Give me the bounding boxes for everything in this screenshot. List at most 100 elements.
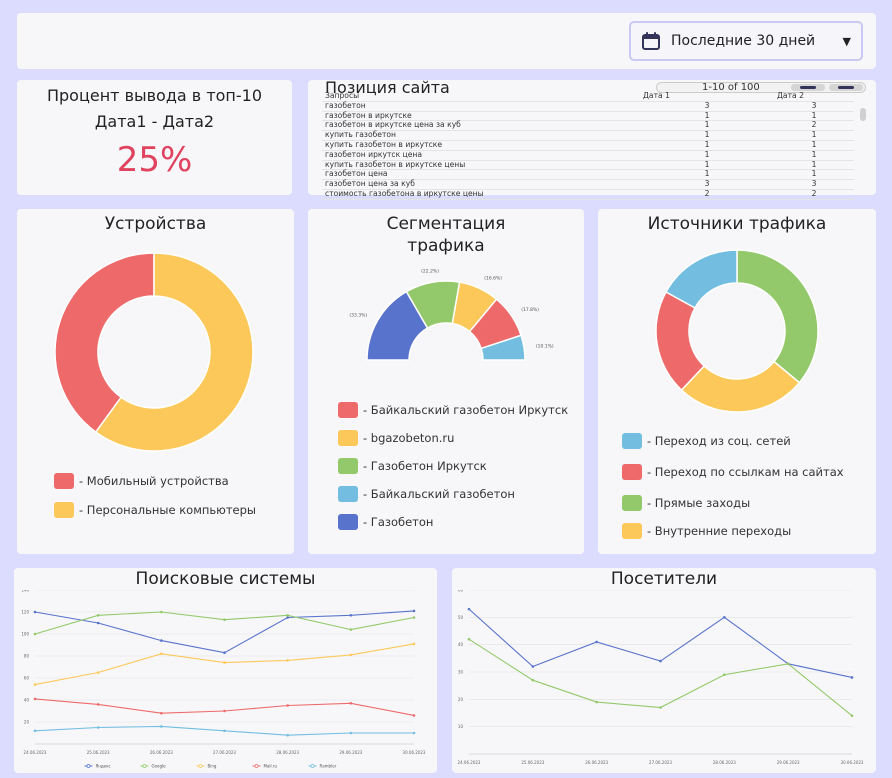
devices-slice[interactable] <box>94 252 254 452</box>
date-range-dropdown[interactable]: Последние 30 дней ▼ <box>629 21 863 61</box>
data-point[interactable] <box>412 642 416 646</box>
position-cell: 1 <box>774 170 854 181</box>
legend-label[interactable]: Яндекс <box>96 764 111 769</box>
data-point[interactable] <box>659 659 662 663</box>
data-point[interactable] <box>96 671 100 674</box>
data-point[interactable] <box>786 662 790 666</box>
data-point[interactable] <box>349 702 353 705</box>
data-point[interactable] <box>96 621 100 625</box>
position-cell: 1 <box>774 130 854 141</box>
prev-page-button[interactable] <box>791 84 825 91</box>
query-cell: газобетон <box>322 101 640 112</box>
data-point[interactable] <box>412 616 416 619</box>
x-tick-label: 30.06.2023 <box>841 760 864 765</box>
data-point[interactable] <box>412 731 416 735</box>
segment-slice[interactable] <box>480 334 526 361</box>
x-tick-label: 28.06.2023 <box>276 750 299 755</box>
table-scrollbar[interactable] <box>860 108 866 121</box>
legend-baikal-irkutsk: - Байкальский газобетон Иркутск <box>338 402 568 418</box>
series-line[interactable] <box>468 638 853 717</box>
data-point[interactable] <box>96 703 100 706</box>
table-row: газобетон иркутск цена 1 1 <box>322 150 854 161</box>
devices-slice[interactable] <box>54 252 155 434</box>
data-point[interactable] <box>595 640 598 644</box>
legend-label[interactable]: Rambler <box>320 764 337 769</box>
data-point[interactable] <box>96 614 100 617</box>
data-point[interactable] <box>286 616 289 619</box>
legend-label[interactable]: Bing <box>208 764 217 769</box>
position-cell: 1 <box>640 160 774 171</box>
data-point[interactable] <box>223 661 226 664</box>
series-line[interactable] <box>468 608 853 679</box>
data-point[interactable] <box>595 700 598 704</box>
data-point[interactable] <box>349 731 353 735</box>
data-point[interactable] <box>412 609 416 613</box>
data-point[interactable] <box>223 651 226 654</box>
series-line[interactable] <box>34 698 415 716</box>
data-point[interactable] <box>33 697 37 701</box>
data-point[interactable] <box>412 714 416 717</box>
data-point[interactable] <box>531 678 535 682</box>
sources-slice[interactable] <box>736 249 819 384</box>
legend-bgazobeton: - bgazobeton.ru <box>338 430 454 446</box>
data-point[interactable] <box>160 725 163 728</box>
data-point[interactable] <box>33 632 37 636</box>
legend-label: - Мобильный устройства <box>79 474 229 488</box>
legend-label: - Байкальский газобетон <box>363 487 515 501</box>
legend-desktop: - Персональные компьютеры <box>54 502 256 518</box>
data-point[interactable] <box>286 659 289 662</box>
legend-marker-dot <box>198 764 203 768</box>
next-page-button[interactable] <box>829 84 863 91</box>
data-point[interactable] <box>33 729 37 733</box>
data-point[interactable] <box>659 706 662 709</box>
legend-swatch-green <box>338 458 358 474</box>
column-header[interactable]: Запросы <box>322 91 640 102</box>
position-cell: 3 <box>774 101 854 112</box>
legend-label[interactable]: Mail.ru <box>264 764 278 769</box>
data-point[interactable] <box>160 711 163 715</box>
top-bar: Последние 30 дней ▼ <box>17 13 876 69</box>
x-tick-label: 27.06.2023 <box>649 760 672 765</box>
data-point[interactable] <box>467 637 471 641</box>
x-tick-label: 25.06.2023 <box>521 760 544 765</box>
legend-direct: - Прямые заходы <box>622 495 750 511</box>
sources-slice[interactable] <box>665 249 738 309</box>
x-tick-label: 26.06.2023 <box>150 750 173 755</box>
data-point[interactable] <box>850 676 854 679</box>
column-header[interactable]: Дата 1 <box>640 91 774 102</box>
table-row: газобетон в иркутске цена за куб 1 2 <box>322 121 854 132</box>
data-point[interactable] <box>223 729 226 733</box>
series-line[interactable] <box>34 643 415 686</box>
query-cell: газобетон цена за куб <box>322 179 640 190</box>
x-tick-label: 25.06.2023 <box>87 750 110 755</box>
column-header[interactable]: Дата 2 <box>774 91 854 102</box>
data-point[interactable] <box>223 709 226 713</box>
legend-label: - Газобетон <box>363 515 434 529</box>
query-cell: газобетон в иркутске цена за куб <box>322 121 640 132</box>
data-point[interactable] <box>531 665 535 668</box>
data-point[interactable] <box>160 652 163 656</box>
data-point[interactable] <box>223 618 226 621</box>
position-cell: 1 <box>774 111 854 122</box>
segment-title-line1: Сегментация <box>386 214 506 234</box>
data-point[interactable] <box>467 607 471 611</box>
data-point[interactable] <box>286 733 289 737</box>
x-tick-label: 24.06.2023 <box>458 760 481 765</box>
data-point[interactable] <box>723 673 726 677</box>
data-point[interactable] <box>286 704 289 707</box>
legend-swatch-yellow <box>622 523 642 539</box>
data-point[interactable] <box>96 726 100 729</box>
data-point[interactable] <box>33 610 37 614</box>
data-point[interactable] <box>723 616 726 619</box>
legend-label[interactable]: Google <box>152 764 167 769</box>
data-point[interactable] <box>349 628 353 631</box>
data-point[interactable] <box>160 639 163 642</box>
data-point[interactable] <box>160 610 163 614</box>
data-point[interactable] <box>349 653 353 657</box>
data-point[interactable] <box>850 714 854 718</box>
data-point[interactable] <box>33 683 37 686</box>
y-tick-label: 30 <box>458 670 464 675</box>
data-point[interactable] <box>349 614 353 617</box>
data-point[interactable] <box>286 614 289 617</box>
legend-social: - Переход из соц. сетей <box>622 433 791 449</box>
